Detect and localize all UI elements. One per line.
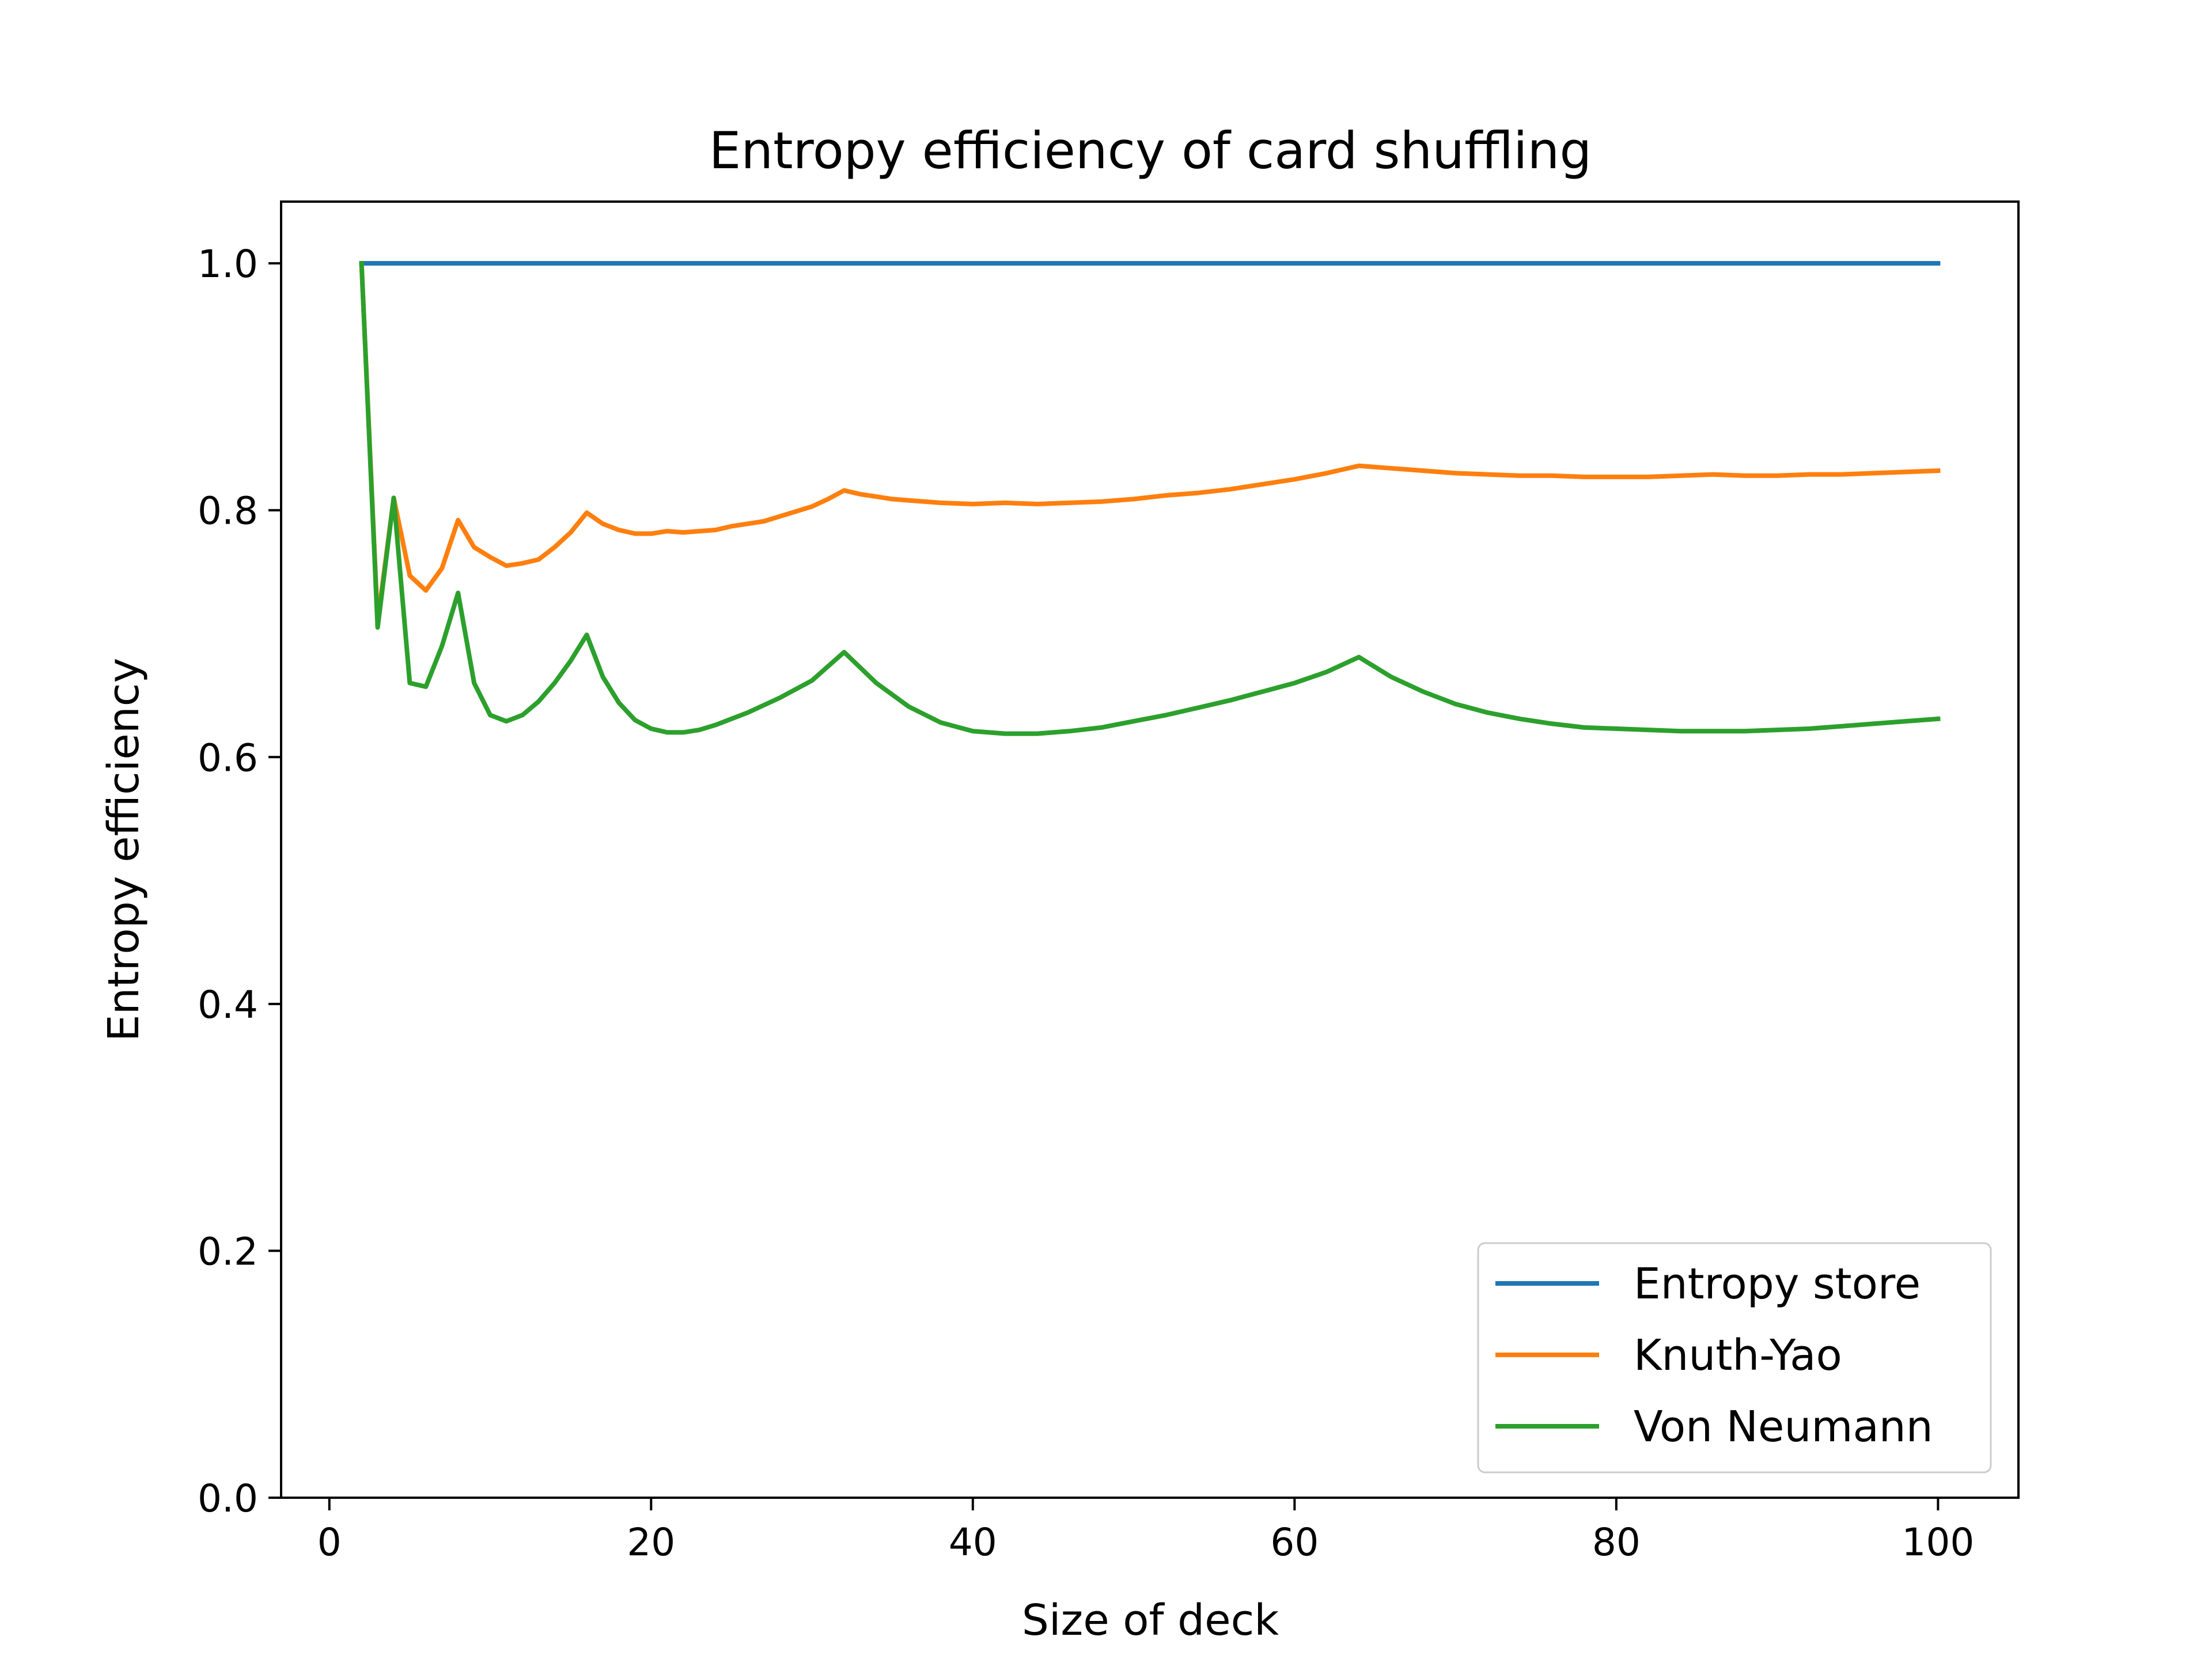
x-tick-label: 80 [1592,1520,1641,1565]
legend-label-knuth-yao: Knuth-Yao [1634,1331,1842,1380]
y-tick-label: 0.8 [198,489,258,533]
y-tick-label: 1.0 [198,242,258,286]
x-axis-label: Size of deck [1022,1596,1279,1645]
series-layer [359,260,1941,736]
chart-title: Entropy efficiency of card shuffling [709,121,1592,180]
y-tick-label: 0.2 [198,1229,258,1274]
x-tick-label: 0 [317,1520,342,1565]
legend-label-von-neumann: Von Neumann [1634,1402,1933,1452]
x-tick-label: 20 [627,1520,675,1565]
legend: Entropy store Knuth-Yao Von Neumann [1477,1242,1992,1474]
x-tick-label: 40 [949,1520,997,1565]
legend-label-entropy-store: Entropy store [1634,1259,1921,1309]
series-line-knuth-yao [359,260,1941,624]
y-tick-label: 0.0 [198,1476,258,1521]
y-tick-label: 0.4 [198,983,258,1027]
plot-frame [280,200,2020,1499]
x-tick-label: 60 [1270,1520,1319,1565]
legend-box [1477,1242,1992,1474]
y-axis-label: Entropy efficiency [99,658,149,1041]
y-tick-label: 0.6 [198,736,258,780]
x-tick-label: 100 [1902,1520,1974,1565]
x-axis: 0 20 40 60 80 100 [317,1498,1974,1565]
series-line-von-neumann [359,260,1941,736]
y-axis: 0.0 0.2 0.4 0.6 0.8 1.0 [198,242,281,1521]
